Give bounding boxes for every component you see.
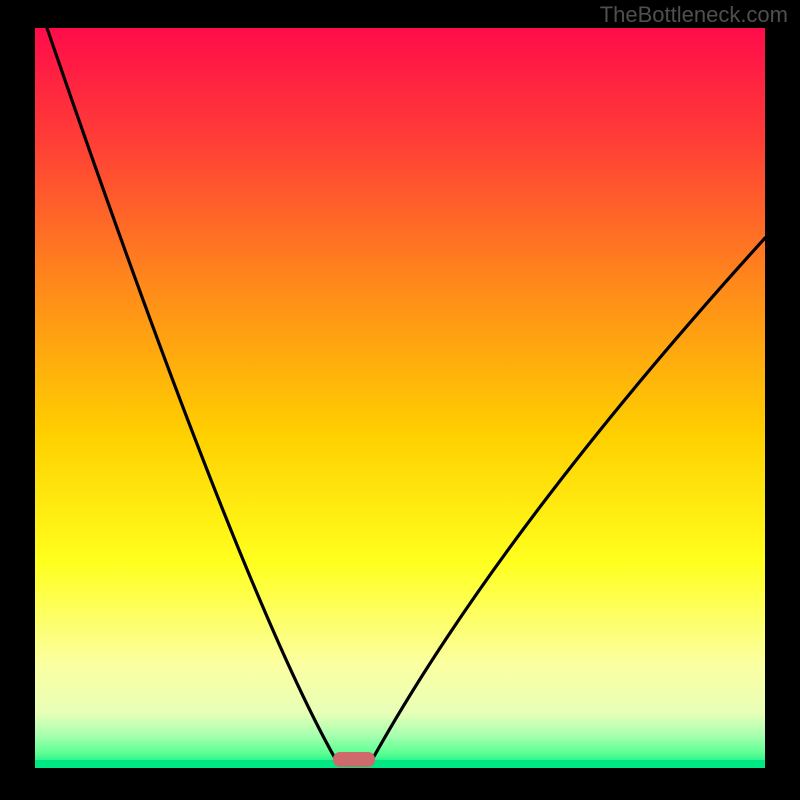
chart-container: TheBottleneck.com (0, 0, 800, 800)
green-floor (35, 760, 765, 768)
chart-svg (0, 0, 800, 800)
minimum-marker (333, 752, 375, 767)
gradient-background (35, 28, 765, 768)
watermark-text: TheBottleneck.com (600, 2, 788, 28)
